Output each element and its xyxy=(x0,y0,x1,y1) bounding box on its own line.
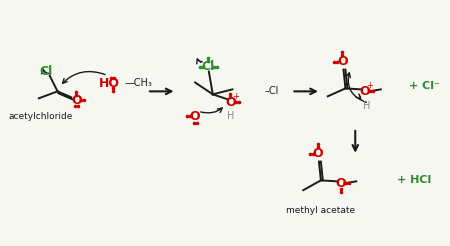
Text: methyl acetate: methyl acetate xyxy=(286,205,356,215)
Text: O: O xyxy=(313,147,323,160)
Text: Cl: Cl xyxy=(201,60,215,73)
Text: +: + xyxy=(367,81,374,90)
Text: O: O xyxy=(335,177,346,190)
Text: O: O xyxy=(225,96,236,109)
Text: O: O xyxy=(337,55,348,68)
Text: acetylchloride: acetylchloride xyxy=(9,112,73,121)
Text: H: H xyxy=(363,101,371,111)
Text: Cl: Cl xyxy=(39,65,52,78)
Text: O: O xyxy=(71,94,81,107)
Text: –Cl: –Cl xyxy=(265,86,279,96)
Text: + Cl⁻: + Cl⁻ xyxy=(409,81,440,92)
Text: HO: HO xyxy=(99,77,120,90)
Text: H: H xyxy=(227,111,234,121)
Text: + HCl: + HCl xyxy=(397,175,432,185)
Text: +: + xyxy=(232,92,239,101)
Text: O: O xyxy=(360,85,370,98)
Text: O: O xyxy=(190,109,200,123)
Text: —CH₃: —CH₃ xyxy=(124,78,152,89)
